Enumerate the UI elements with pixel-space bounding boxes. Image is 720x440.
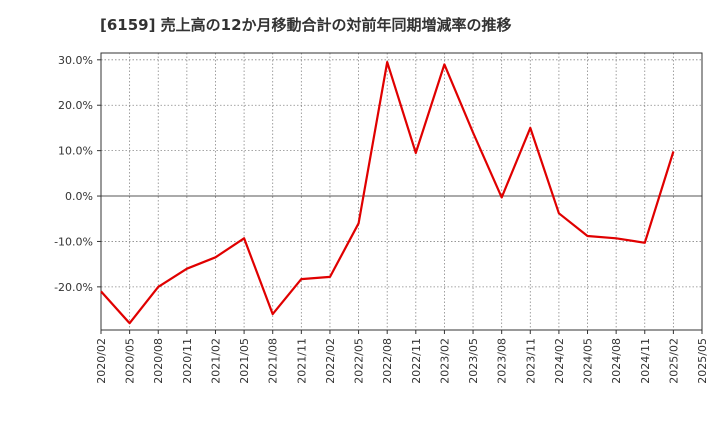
x-tick-label: 2025/05 [696, 338, 709, 384]
x-tick-label: 2020/08 [152, 338, 165, 384]
y-tick-label: 20.0% [58, 99, 93, 112]
x-tick-label: 2023/02 [438, 338, 451, 384]
x-tick-label: 2024/05 [582, 338, 595, 384]
x-tick-label: 2022/02 [324, 338, 337, 384]
x-tick-label: 2025/02 [667, 338, 680, 384]
chart-title: [6159] 売上高の12か月移動合計の対前年同期増減率の推移 [100, 16, 512, 34]
y-tick-label: -20.0% [54, 281, 93, 294]
x-tick-label: 2024/02 [553, 338, 566, 384]
plot-frame [100, 52, 703, 331]
series-lines [100, 60, 675, 325]
x-tick-label: 2022/11 [410, 338, 423, 384]
x-tick-label: 2021/08 [267, 338, 280, 384]
x-tick-label: 2022/08 [381, 338, 394, 384]
y-tick-labels: 30.0% 20.0% 10.0% 0.0% -10.0% -20.0% [54, 54, 93, 294]
x-tick-label: 2023/11 [524, 338, 537, 384]
y-tick-label: 0.0% [65, 190, 93, 203]
axes [97, 52, 703, 334]
x-tick-label: 2024/08 [610, 338, 623, 384]
x-tick-label: 2023/05 [467, 338, 480, 384]
x-tick-label: 2020/05 [124, 338, 137, 384]
x-tick-label: 2021/11 [295, 338, 308, 384]
series-line [100, 60, 675, 325]
y-tick-label: -10.0% [54, 235, 93, 248]
x-tick-label: 2021/05 [238, 338, 251, 384]
x-tick-labels: 2020/02 2020/05 2020/08 2020/11 2021/02 2021/… [95, 338, 709, 384]
x-tick-label: 2021/02 [209, 338, 222, 384]
y-tick-label: 30.0% [58, 54, 93, 67]
x-tick-label: 2020/02 [95, 338, 108, 384]
x-tick-label: 2024/11 [639, 338, 652, 384]
y-tick-label: 10.0% [58, 145, 93, 158]
x-tick-label: 2020/11 [181, 338, 194, 384]
grid-lines [101, 53, 702, 330]
x-tick-label: 2022/05 [353, 338, 366, 384]
x-tick-label: 2023/08 [496, 338, 509, 384]
